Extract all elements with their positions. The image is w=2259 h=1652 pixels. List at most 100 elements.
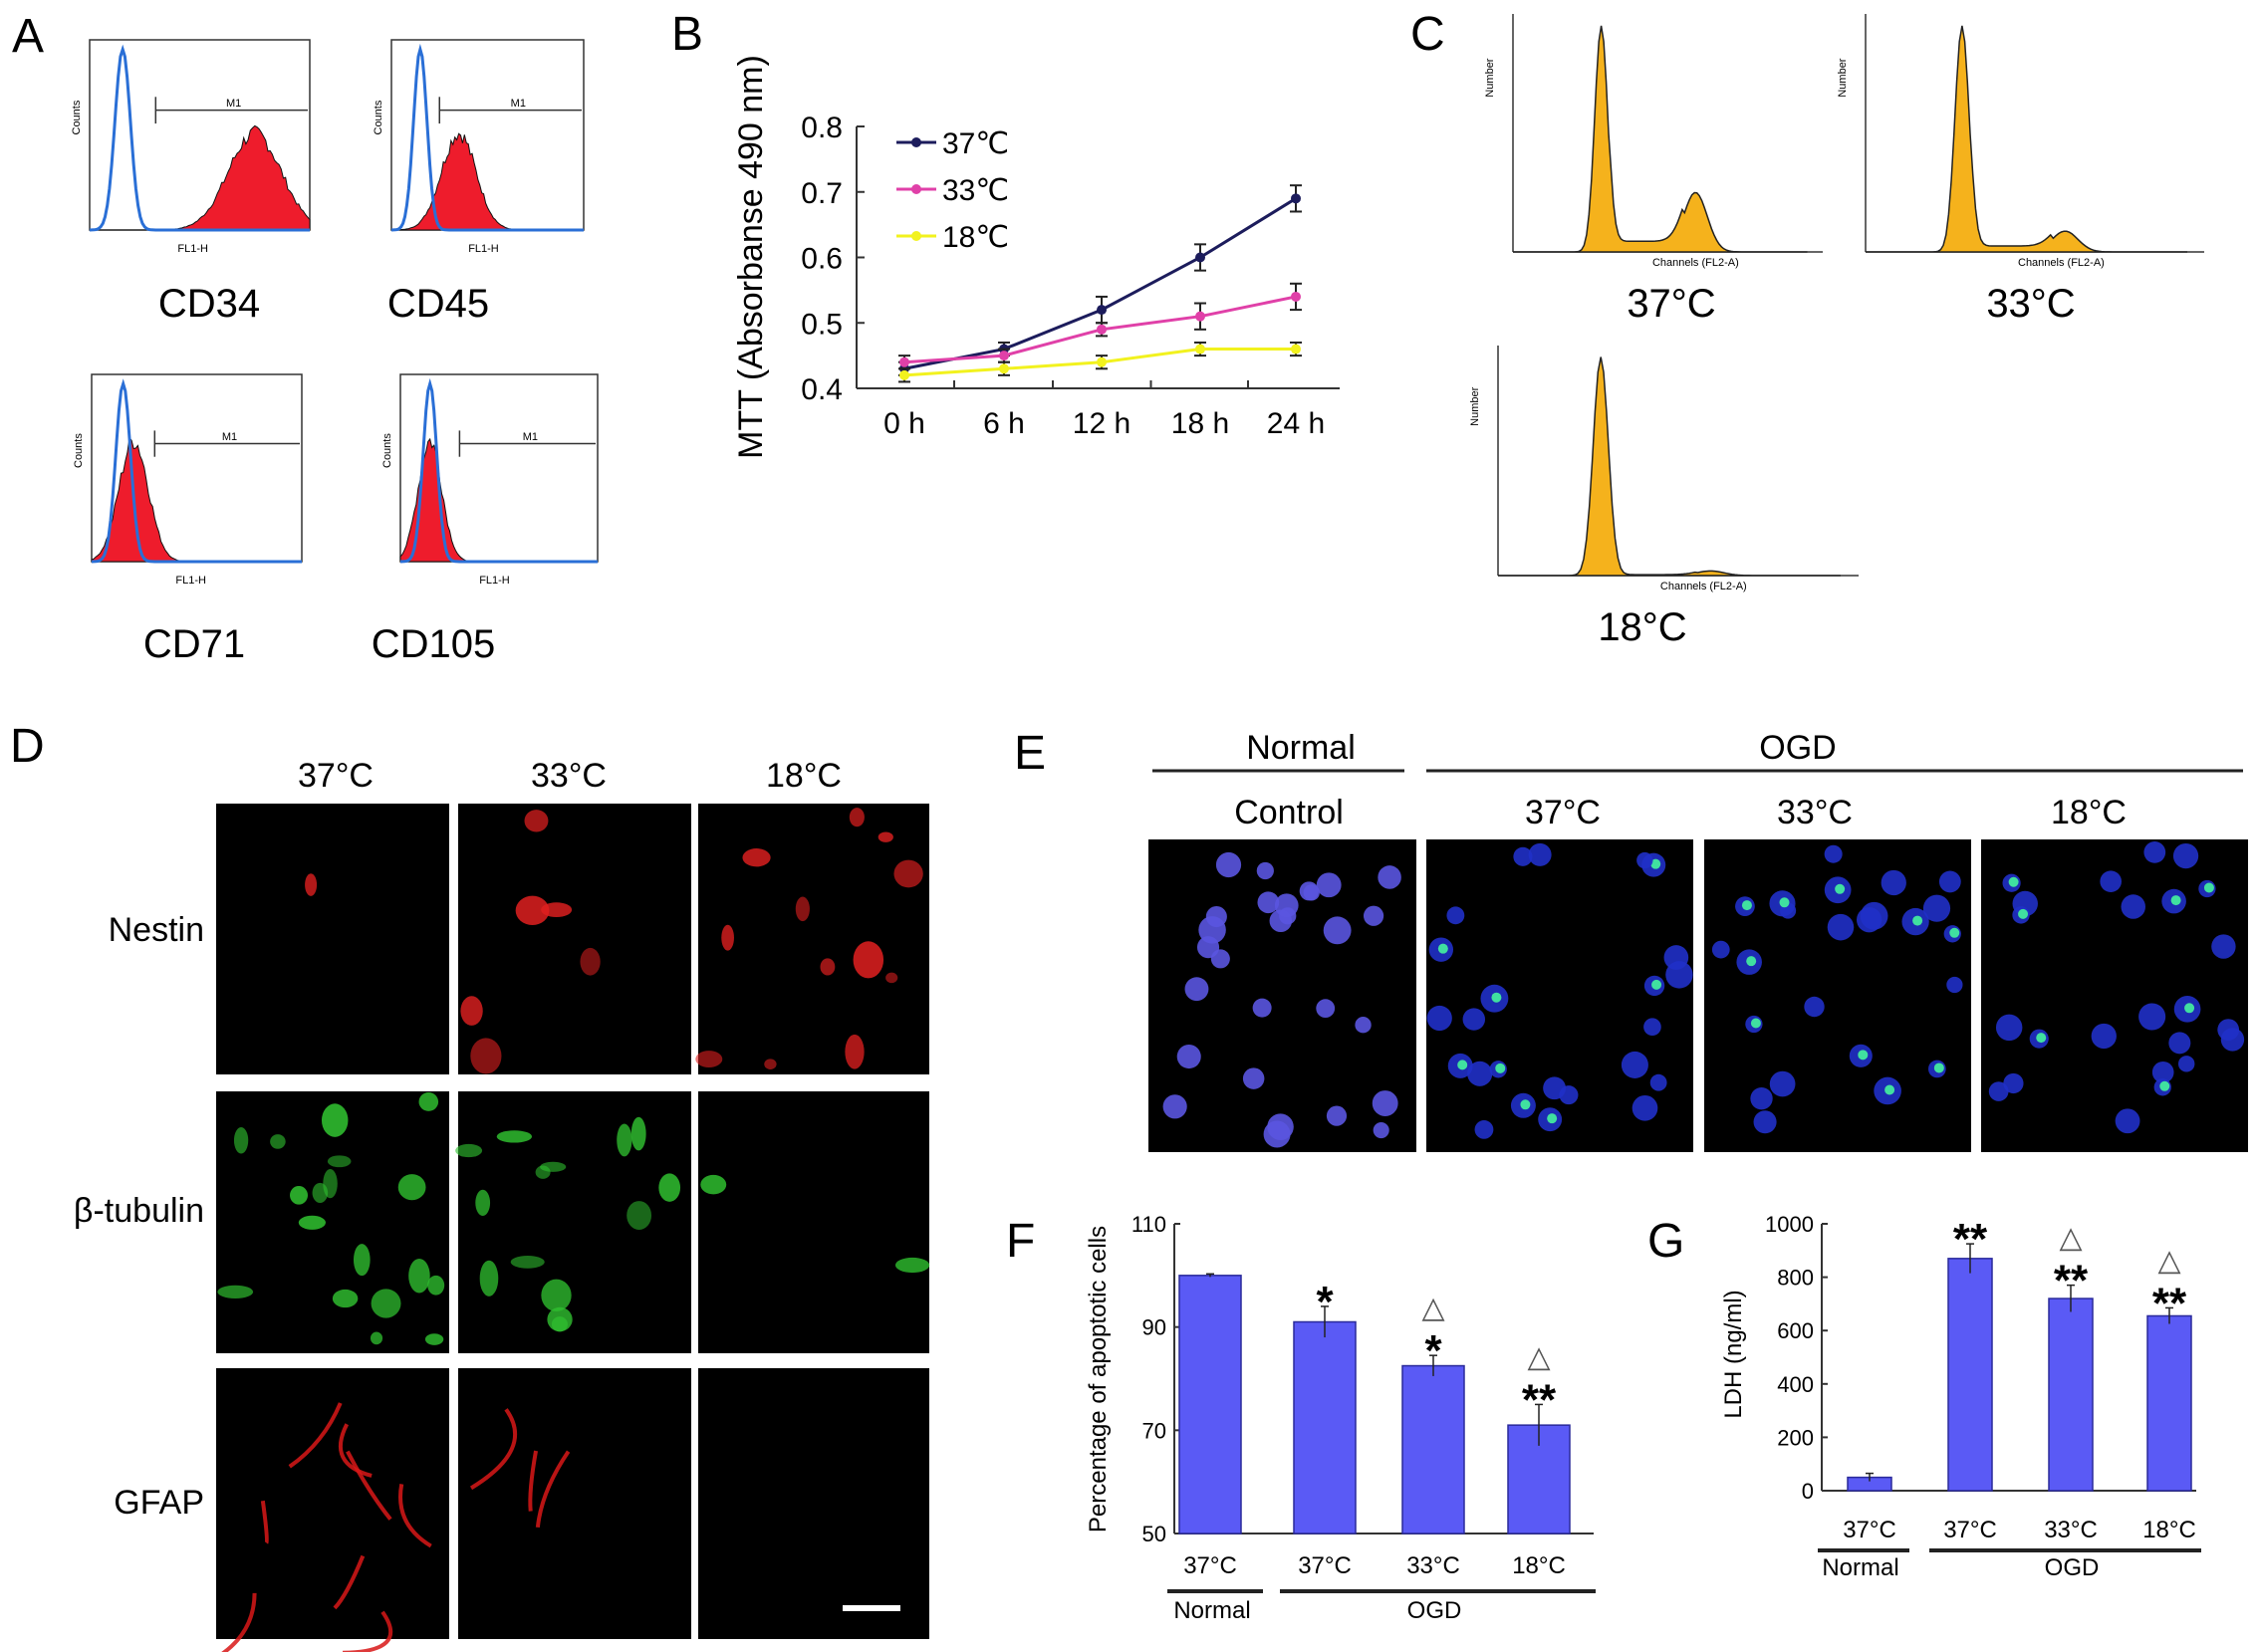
isotype-histogram — [89, 44, 310, 232]
fluorescence-image — [458, 804, 691, 1074]
y-axis-label: Number — [1469, 386, 1481, 425]
apoptotic-nucleus — [2184, 1003, 2195, 1014]
apoptotic-nucleus — [1858, 1050, 1869, 1061]
data-point — [1097, 305, 1107, 316]
significance-triangle: △ — [1527, 1340, 1550, 1373]
stained-cell — [845, 1034, 865, 1069]
x-tick-label: 37°C — [1843, 1517, 1896, 1543]
nucleus — [1267, 1113, 1294, 1140]
y-axis-label: LDH (ng/ml) — [1720, 1290, 1747, 1418]
significance-triangle: △ — [2059, 1222, 2082, 1255]
apoptotic-nucleus — [1547, 1113, 1558, 1124]
y-tick-label: 110 — [1131, 1212, 1166, 1237]
stained-cell — [479, 1260, 499, 1297]
y-tick-label: 600 — [1777, 1318, 1814, 1343]
stained-cell — [721, 924, 734, 951]
group-label-ogd: OGD — [1407, 1597, 1462, 1624]
nucleus — [2115, 1108, 2140, 1134]
nucleus — [1372, 1090, 1398, 1116]
nucleus — [2172, 842, 2199, 869]
stained-cell — [541, 1279, 572, 1311]
nucleus — [2168, 1032, 2191, 1055]
mtt-line-chart: MTT (Absorbanse 490 nm) 0.4 0.5 0.6 0.7 0.8 0… — [732, 55, 1340, 459]
stained-cell — [695, 1051, 723, 1068]
fluorescence-image — [458, 1091, 691, 1353]
apoptotic-nucleus — [1651, 979, 1662, 990]
nucleus — [1711, 940, 1730, 959]
scale-bar — [843, 1605, 900, 1611]
stained-cell — [397, 1174, 426, 1201]
nucleus — [1988, 1081, 2009, 1101]
group-label-ogd: OGD — [1759, 729, 1836, 767]
nucleus — [2177, 1056, 2195, 1072]
row-label-nestin: Nestin — [109, 911, 204, 949]
panel-letter-g: G — [1647, 1215, 1684, 1268]
dna-content-histogram — [1866, 25, 2187, 253]
fluorescence-image — [216, 804, 449, 1074]
nucleus — [2121, 894, 2146, 919]
stained-cell — [742, 848, 771, 867]
cell-process — [338, 1423, 373, 1478]
apoptotic-nucleus — [1949, 927, 1960, 938]
nucleus — [1632, 1094, 1658, 1121]
positive-histogram — [90, 124, 311, 231]
x-axis-label: FL1-H — [468, 243, 499, 255]
apoptotic-nucleus — [1750, 1018, 1761, 1029]
nucleus — [1176, 1045, 1201, 1069]
y-tick-label: 0.5 — [801, 308, 843, 341]
cell-process — [346, 1450, 392, 1521]
significance-asterisk: ** — [1953, 1215, 1988, 1264]
stained-cell — [321, 1103, 349, 1137]
fluorescence-image — [458, 1368, 691, 1639]
stained-cell — [455, 1143, 483, 1158]
apoptotic-nucleus — [1933, 1062, 1944, 1073]
significance-asterisk: ** — [2152, 1279, 2187, 1327]
histogram-frame — [390, 39, 585, 231]
cell-cycle-histograms: Channels (FL2-A) Number Channels (FL2-A) Nu… — [1469, 14, 2204, 592]
stained-cell — [764, 1059, 777, 1069]
nucleus — [1252, 998, 1272, 1018]
marker-label: CD105 — [372, 622, 496, 666]
isotype-histogram — [390, 43, 584, 232]
nucleus — [1559, 1085, 1579, 1105]
significance-triangle: △ — [2157, 1244, 2180, 1277]
apoptotic-nucleus — [2159, 1080, 2170, 1091]
data-point — [999, 363, 1009, 374]
nucleus — [1621, 1051, 1648, 1078]
positive-histogram — [390, 132, 584, 231]
stained-cell — [893, 859, 923, 888]
stained-cell — [853, 941, 884, 979]
nucleus — [1215, 851, 1242, 878]
cell-process — [469, 1408, 517, 1491]
group-label-normal: Normal — [1822, 1554, 1898, 1581]
nucleus — [2138, 1003, 2166, 1031]
stained-cell — [885, 972, 898, 984]
stained-cell — [424, 1333, 444, 1345]
nucleus — [1462, 1008, 1486, 1031]
cell-process — [333, 1554, 366, 1610]
apoptotic-nucleus — [2170, 895, 2181, 906]
y-axis-label: MTT (Absorbanse 490 nm) — [732, 55, 770, 459]
y-tick-label: 0.7 — [801, 177, 843, 210]
nucleus — [2100, 870, 2122, 892]
bar — [1401, 1364, 1465, 1534]
apoptotic-nucleus — [1835, 883, 1846, 894]
positive-histogram — [91, 436, 302, 563]
isotype-histogram — [91, 378, 302, 564]
apoptotic-nucleus — [2008, 876, 2019, 887]
legend-marker — [911, 231, 921, 241]
cell-process — [528, 1450, 539, 1512]
fluorescence-image — [698, 1091, 929, 1353]
nucleus — [1326, 1105, 1348, 1126]
x-tick-label: 33°C — [1406, 1552, 1460, 1579]
nucleus — [1196, 936, 1220, 959]
row-label-gfap: GFAP — [114, 1484, 204, 1522]
nucleus — [2220, 1028, 2245, 1052]
data-point — [1195, 311, 1205, 322]
nucleus — [1316, 999, 1336, 1019]
y-axis-label: Number — [1837, 58, 1849, 97]
apoptotic-nucleus — [1746, 956, 1757, 967]
y-tick-label: 50 — [1142, 1522, 1166, 1546]
significance-asterisk: ** — [1522, 1375, 1557, 1424]
stained-cell — [849, 808, 865, 827]
